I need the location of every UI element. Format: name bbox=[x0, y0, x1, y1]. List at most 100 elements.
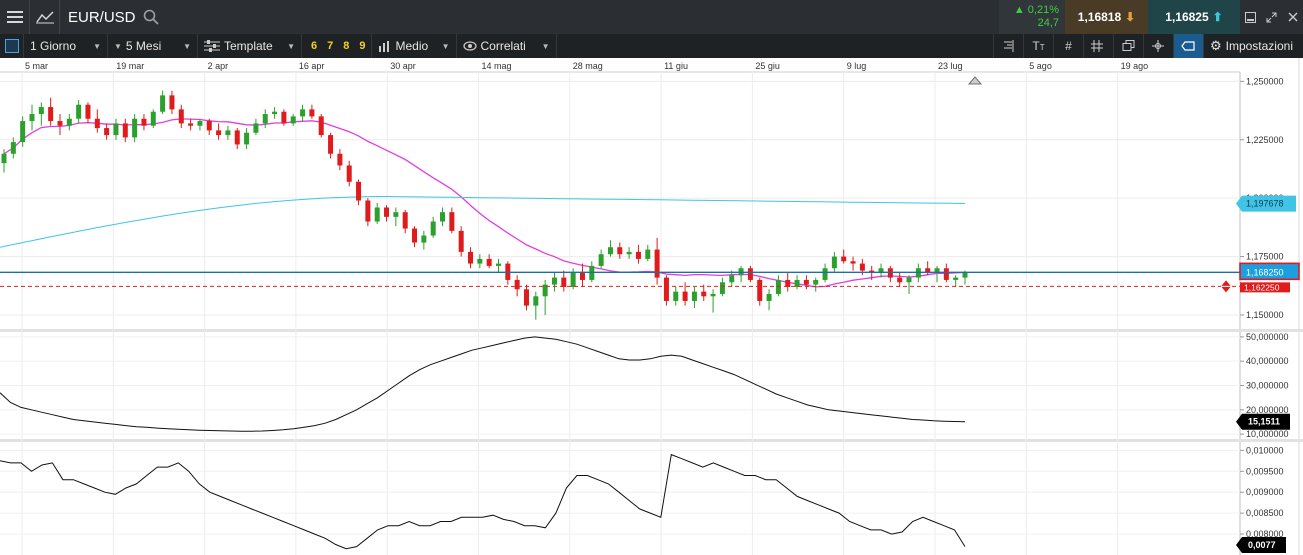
list-view-button[interactable] bbox=[0, 34, 24, 58]
candle-body bbox=[160, 95, 166, 112]
x-tick-label: 16 apr bbox=[299, 61, 325, 71]
indicators-dropdown[interactable]: Medio ▼ bbox=[370, 34, 457, 58]
candle-body bbox=[878, 268, 884, 273]
y-tick-label: 1,250000 bbox=[1246, 76, 1284, 86]
candle-body bbox=[66, 118, 72, 126]
price-chart[interactable]: 5 mar 19 mar 2 apr 16 apr 30 apr 14 mag 28 mag… bbox=[0, 58, 1303, 555]
template-dropdown[interactable]: Template ▼ bbox=[198, 34, 302, 58]
candle-body bbox=[486, 258, 492, 266]
text-tool-button[interactable]: TT bbox=[1022, 34, 1053, 58]
candle-body bbox=[514, 279, 520, 290]
gear-icon: ⚙ bbox=[1209, 38, 1222, 53]
interval-label: 1 Giorno bbox=[30, 39, 77, 53]
chevron-down-icon: ▼ bbox=[114, 41, 122, 51]
candle-body bbox=[850, 261, 856, 264]
x-tick-label: 30 apr bbox=[390, 61, 416, 71]
x-tick-label: 19 mar bbox=[116, 61, 144, 71]
indicator1-value-tag bbox=[1236, 413, 1290, 430]
candle-body bbox=[122, 123, 128, 138]
preset-9-button[interactable]: 9 bbox=[359, 40, 366, 52]
x-tick-label: 28 mag bbox=[573, 61, 603, 71]
grid-icon: # bbox=[1065, 39, 1072, 53]
candle-body bbox=[272, 111, 278, 115]
arrow-down-icon: ⬇ bbox=[1125, 10, 1136, 24]
candle-body bbox=[635, 251, 641, 259]
sell-price-button[interactable]: 1,16818 ⬇ bbox=[1065, 0, 1148, 34]
interval-dropdown[interactable]: 1 Giorno ▼ bbox=[24, 34, 108, 58]
layers-button[interactable] bbox=[1112, 34, 1143, 58]
candle-body bbox=[925, 268, 931, 273]
candle-body bbox=[150, 111, 156, 126]
candle-body bbox=[113, 123, 119, 136]
candle-body bbox=[859, 263, 865, 271]
template-label: Template bbox=[224, 39, 273, 53]
crosshair-button[interactable] bbox=[1142, 34, 1173, 58]
indicator1-line bbox=[0, 336, 966, 432]
candle-body bbox=[794, 279, 800, 287]
candle-body bbox=[645, 249, 651, 259]
ma-cyan-value-tag bbox=[1236, 195, 1296, 212]
indicator1-value: 15,1511 bbox=[1248, 417, 1280, 427]
indicator2-tick-label: 0,009000 bbox=[1246, 487, 1284, 497]
candle-body bbox=[104, 128, 110, 136]
grid-button[interactable]: # bbox=[1052, 34, 1083, 58]
indicators-icon bbox=[378, 41, 389, 52]
candle-body bbox=[841, 256, 847, 262]
x-tick-label: 25 giu bbox=[755, 61, 780, 71]
crosshair-icon bbox=[1152, 40, 1165, 52]
change-percent: ▲ 0,21% bbox=[1013, 4, 1059, 16]
ma-cyan-value: 1,197678 bbox=[1246, 199, 1284, 209]
candle-body bbox=[533, 296, 539, 306]
indicator2-line bbox=[0, 453, 966, 550]
menu-button[interactable] bbox=[0, 0, 30, 34]
candle-body bbox=[710, 293, 716, 297]
candle-body bbox=[234, 130, 240, 145]
range-dropdown[interactable]: ▼ 5 Mesi ▼ bbox=[108, 34, 198, 58]
minimize-icon bbox=[1245, 11, 1256, 23]
chart-toolbar: 1 Giorno ▼ ▼ 5 Mesi ▼ Template ▼ 6 7 8 9… bbox=[0, 34, 1303, 58]
top-bar: EUR/USD ▲ 0,21% 24,7 1,16818 ⬇ 1,16825 ⬆ bbox=[0, 0, 1303, 34]
range-label: 5 Mesi bbox=[125, 39, 162, 53]
align-button[interactable] bbox=[992, 34, 1023, 58]
candle-body bbox=[617, 247, 623, 255]
candle-body bbox=[216, 130, 222, 136]
close-button[interactable] bbox=[1282, 0, 1303, 34]
candle-body bbox=[225, 130, 231, 136]
correlati-label: Correlati bbox=[480, 39, 526, 53]
buy-price-button[interactable]: 1,16825 ⬆ bbox=[1148, 0, 1240, 34]
correlated-dropdown[interactable]: Correlati ▼ bbox=[457, 34, 557, 58]
candle-body bbox=[206, 121, 212, 131]
preset-8-button[interactable]: 8 bbox=[343, 40, 350, 52]
chart-type-button[interactable] bbox=[30, 0, 60, 34]
crosshair-grid-button[interactable] bbox=[1082, 34, 1113, 58]
candle-body bbox=[281, 111, 287, 124]
candle-body bbox=[1, 153, 7, 164]
x-tick-label: 5 mar bbox=[25, 61, 48, 71]
candle-body bbox=[178, 109, 184, 124]
minimize-button[interactable] bbox=[1240, 0, 1261, 34]
candle-body bbox=[197, 121, 203, 126]
preset-7-button[interactable]: 7 bbox=[327, 40, 334, 52]
candle-body bbox=[374, 207, 380, 222]
scroll-marker-icon[interactable] bbox=[967, 76, 983, 85]
symbol-label[interactable]: EUR/USD bbox=[68, 8, 136, 26]
chevron-down-icon: ▼ bbox=[441, 41, 450, 51]
settings-button[interactable]: ⚙ Impostazioni bbox=[1202, 34, 1303, 58]
indicator2-value-tag bbox=[1236, 537, 1286, 553]
candle-body bbox=[290, 116, 296, 124]
preset-6-button[interactable]: 6 bbox=[311, 40, 318, 52]
candle-body bbox=[188, 123, 194, 126]
candle-body bbox=[253, 123, 259, 133]
candle-body bbox=[300, 109, 306, 117]
y-tick-label: 1,225000 bbox=[1246, 135, 1284, 145]
medio-label: Medio bbox=[395, 39, 429, 53]
search-icon[interactable] bbox=[142, 8, 160, 26]
expand-icon bbox=[1266, 12, 1277, 22]
candle-body bbox=[551, 277, 557, 285]
candle-body bbox=[262, 114, 268, 124]
expand-button[interactable] bbox=[1261, 0, 1282, 34]
label-tool-button[interactable] bbox=[1172, 34, 1203, 58]
candle-body bbox=[318, 116, 324, 136]
indicator1-tick-label: 40,000000 bbox=[1246, 356, 1289, 366]
ask-value: 1,16825 bbox=[1165, 10, 1209, 24]
